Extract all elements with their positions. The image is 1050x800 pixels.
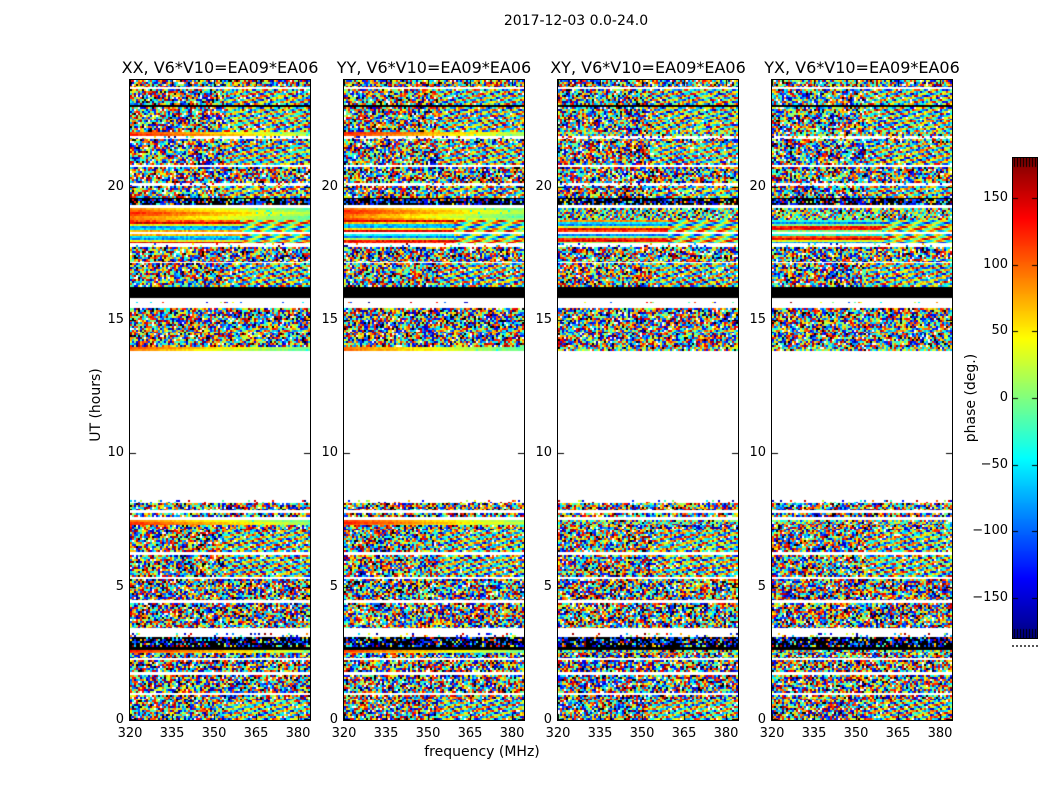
y-tick-label: 5 [543,578,552,594]
y-tick-label: 15 [321,312,338,327]
colorbar-tick-label: 0 [999,390,1008,405]
y-tick-label: 15 [749,312,766,327]
x-tick-label: 320 [759,726,785,741]
x-tick-label: 350 [415,726,441,741]
y-tick-label: 10 [107,445,124,461]
x-tick-label: 320 [545,726,571,741]
x-tick-label: 350 [843,726,869,741]
x-tick-label: 380 [927,726,953,741]
x-tick-label: 335 [159,726,185,741]
y-tick-label: 0 [757,712,766,727]
x-tick-label: 380 [713,726,739,741]
y-tick-label: 15 [107,312,124,327]
panel-heatmap-YX [771,79,953,721]
x-tick-label: 365 [457,726,483,741]
y-axis-label: UT (hours) [88,368,104,442]
colorbar-underflow-dots [1012,645,1038,647]
y-tick-label: 5 [115,578,124,594]
x-tick-label: 320 [331,726,357,741]
y-tick-label: 20 [749,178,766,194]
colorbar-tick-label: 100 [983,256,1008,272]
x-tick-label: 350 [201,726,227,741]
colorbar-tick-label: 150 [983,190,1008,205]
x-tick-label: 350 [629,726,655,741]
x-tick-label: 320 [117,726,143,741]
y-tick-label: 0 [329,712,338,727]
y-tick-label: 0 [543,712,552,727]
y-tick-label: 5 [757,578,766,594]
x-tick-label: 365 [671,726,697,741]
panel-title: YY, V6*V10=EA09*EA06 [336,58,532,77]
colorbar-tick-label: −150 [972,590,1008,605]
figure-title: 2017-12-03 0.0-24.0 [503,13,649,29]
colorbar-tick-label: −50 [980,456,1008,472]
y-tick-label: 20 [107,178,124,194]
x-tick-label: 335 [587,726,613,741]
panel-title: YX, V6*V10=EA09*EA06 [764,58,960,77]
x-axis-label: frequency (MHz) [424,744,540,760]
colorbar-tick-label: 50 [991,323,1008,339]
x-tick-label: 380 [285,726,311,741]
colorbar-gradient [1012,157,1038,639]
y-tick-label: 10 [535,445,552,461]
y-tick-label: 10 [749,445,766,461]
y-tick-label: 0 [115,712,124,727]
x-tick-label: 365 [243,726,269,741]
y-tick-label: 5 [329,578,338,594]
x-tick-label: 380 [499,726,525,741]
panel-title: XX, V6*V10=EA09*EA06 [121,58,319,77]
colorbar-tick-label: −100 [972,523,1008,539]
y-tick-label: 10 [321,445,338,461]
panel-heatmap-YY [343,79,525,721]
x-tick-label: 365 [885,726,911,741]
y-tick-label: 15 [535,312,552,327]
panel-title: XY, V6*V10=EA09*EA06 [550,58,746,77]
x-tick-label: 335 [801,726,827,741]
y-tick-label: 20 [321,178,338,194]
panel-heatmap-XX [129,79,311,721]
y-tick-label: 20 [535,178,552,194]
panel-heatmap-XY [557,79,739,721]
x-tick-label: 335 [373,726,399,741]
